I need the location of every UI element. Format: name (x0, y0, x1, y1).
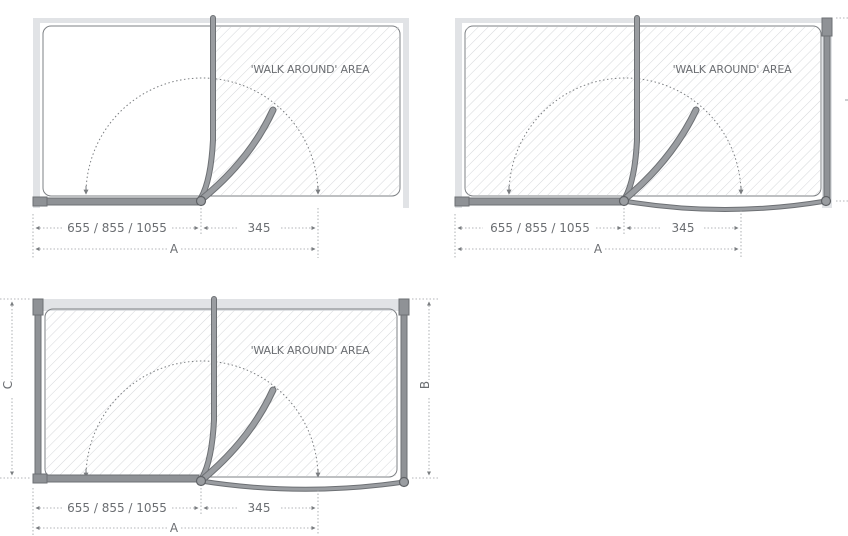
side-glass-panel (824, 36, 830, 200)
walk-around-area-label: 'WALK AROUND' AREA (251, 344, 370, 357)
walk-around-area-hatch (46, 310, 396, 476)
walk-around-area-label: 'WALK AROUND' AREA (251, 63, 370, 76)
corner-pivot (822, 197, 831, 206)
total-width-label: A (594, 242, 603, 256)
left-side-top-profile (33, 299, 43, 315)
wall-profile (33, 474, 47, 483)
fixed-glass-panel (47, 475, 199, 482)
height-dimension-label-c: C (1, 381, 15, 389)
side-panel-top-profile (822, 18, 832, 36)
hinge-pivot (197, 477, 206, 486)
diagram-3: 'WALK AROUND' AREA C B 655 / 855 / 1055 … (0, 299, 440, 535)
total-width-label: A (170, 242, 179, 256)
diagram-2: 'WALK AROUND' AREA 655 / 855 / 1055 345 … (455, 18, 848, 258)
right-side-glass-panel (401, 315, 407, 479)
door-clearance-label: 345 (248, 221, 271, 235)
left-side-glass-panel (35, 315, 41, 475)
fixed-glass-panel (47, 198, 199, 205)
width-dimension-label: 655 / 855 / 1055 (67, 221, 167, 235)
walk-around-area-hatch (466, 27, 820, 195)
hinge-pivot (620, 197, 629, 206)
total-width-label: A (170, 521, 179, 535)
diagram-1: 'WALK AROUND' AREA 655 / 855 / 1055 345 … (33, 18, 409, 258)
width-dimension-label: 655 / 855 / 1055 (67, 501, 167, 515)
fixed-glass-panel (469, 198, 621, 205)
height-dimension-label-b: B (418, 381, 432, 389)
door-clearance-label: 345 (672, 221, 695, 235)
hinge-pivot (197, 197, 206, 206)
walk-around-area-label: 'WALK AROUND' AREA (673, 63, 792, 76)
walk-around-area-hatch (213, 27, 399, 195)
wall-profile (33, 197, 47, 206)
wall-profile (455, 197, 469, 206)
right-side-top-profile (399, 299, 409, 315)
door-clearance-label: 345 (248, 501, 271, 515)
width-dimension-label: 655 / 855 / 1055 (490, 221, 590, 235)
corner-pivot (400, 478, 409, 487)
